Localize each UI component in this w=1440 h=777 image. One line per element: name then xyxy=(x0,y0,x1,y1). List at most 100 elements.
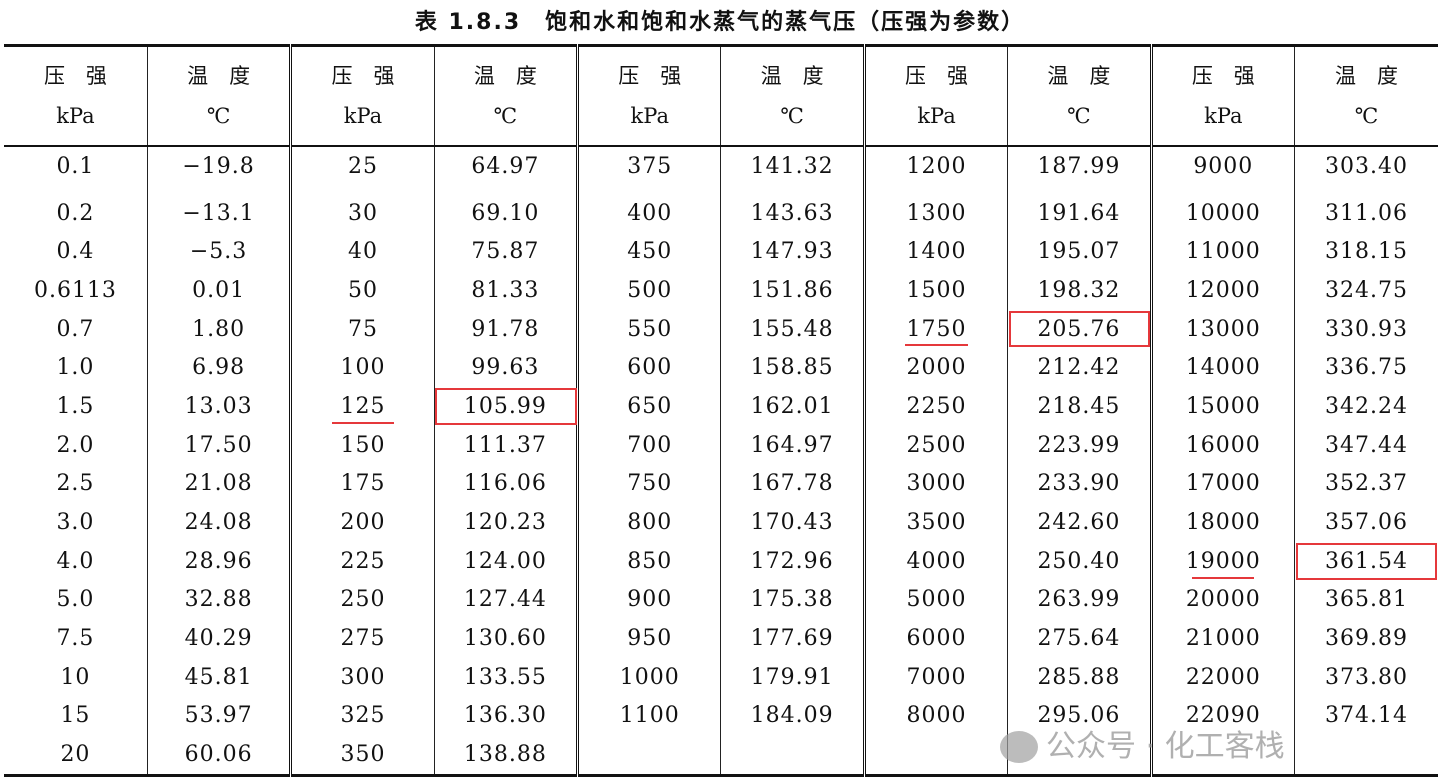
temperature-cell: 111.37 xyxy=(433,425,578,465)
watermark-text: 公众号 · 化工客栈 xyxy=(1046,729,1285,764)
pressure-cell: 350 xyxy=(289,735,435,776)
pressure-cell: 11000 xyxy=(1149,232,1295,272)
temperature-cell: 365.81 xyxy=(1294,580,1438,620)
pressure-cell: 5000 xyxy=(862,580,1008,620)
temperature-header: 温 度 ℃ xyxy=(146,45,291,147)
temperature-cell: 369.89 xyxy=(1294,619,1438,658)
temperature-cell: 347.44 xyxy=(1294,425,1438,465)
temperature-cell: 374.14 xyxy=(1294,696,1438,736)
pressure-cell: 1000 xyxy=(576,657,721,697)
pressure-cell: 2500 xyxy=(862,425,1008,465)
temperature-cell: 205.76 xyxy=(1007,309,1152,349)
temperature-cell: 130.60 xyxy=(433,619,578,658)
pressure-cell: 200 xyxy=(289,503,435,542)
pressure-cell: 700 xyxy=(576,425,721,465)
header-label: 压 强 xyxy=(618,64,682,88)
pressure-cell: 750 xyxy=(576,464,721,504)
pressure-cell xyxy=(1149,735,1295,776)
pressure-cell: 175 xyxy=(289,464,435,504)
pressure-cell: 0.4 xyxy=(56,239,95,265)
table-row: 15 53.97 325 136.30 1100 184.09 8000 295.06 2209… xyxy=(4,696,1438,736)
temperature-cell: 336.75 xyxy=(1294,348,1438,388)
temperature-cell: 105.99 xyxy=(433,387,578,426)
header-unit: ℃ xyxy=(493,104,518,128)
temperature-cell: 99.63 xyxy=(433,348,578,388)
temperature-cell: 138.88 xyxy=(433,735,578,776)
pressure-cell: 40 xyxy=(289,232,435,272)
header-row: 压 强 kPa 温 度 ℃ 压 强 kPa 温 度 ℃ 压 强 kPa 温 度 ℃ 压 强 kPa 温 度 ℃… xyxy=(4,45,1438,147)
temperature-cell: 28.96 xyxy=(146,541,291,581)
temperature-cell: −19.8 xyxy=(146,146,291,186)
header-unit: kPa xyxy=(630,104,669,128)
table-row: 0.2 −13.1 30 69.10 400 143.63 1300 191.64 10000 3… xyxy=(4,185,1438,233)
pressure-cell: 850 xyxy=(576,541,721,581)
temperature-cell: 147.93 xyxy=(720,232,865,272)
temperature-cell: 357.06 xyxy=(1294,503,1438,542)
header-unit: kPa xyxy=(56,104,95,128)
temperature-cell: 141.32 xyxy=(720,146,865,186)
temperature-cell: 0.01 xyxy=(146,271,291,310)
pressure-cell: 950 xyxy=(576,619,721,658)
temperature-cell: 45.81 xyxy=(146,657,291,697)
pressure-cell: 2.5 xyxy=(56,471,95,497)
table-row: 7.5 40.29 275 130.60 950 177.69 6000 275.64 2100… xyxy=(4,619,1438,658)
temperature-cell: 275.64 xyxy=(1007,619,1152,658)
table-row: 4.0 28.96 225 124.00 850 172.96 4000 250.40 1900… xyxy=(4,541,1438,581)
temperature-cell: 242.60 xyxy=(1007,503,1152,542)
pressure-cell: 650 xyxy=(576,387,721,426)
pressure-header: 压 强 kPa xyxy=(289,45,435,147)
table-row: 2.5 21.08 175 116.06 750 167.78 3000 233.90 1700… xyxy=(4,464,1438,504)
pressure-cell: 10 xyxy=(60,664,91,690)
temperature-cell: 116.06 xyxy=(433,464,578,504)
temperature-cell: 69.10 xyxy=(433,185,578,233)
temperature-cell: 361.54 xyxy=(1294,541,1438,581)
table-row: 1.5 13.03 125 105.99 650 162.01 2250 218.45 1500… xyxy=(4,387,1438,426)
pressure-cell: 30 xyxy=(289,185,435,233)
temperature-cell: 223.99 xyxy=(1007,425,1152,465)
temperature-cell: 198.32 xyxy=(1007,271,1152,310)
temperature-cell: 1.80 xyxy=(146,309,291,349)
pressure-cell: 0.2 xyxy=(56,200,95,226)
pressure-cell: 900 xyxy=(576,580,721,620)
temperature-cell: 250.40 xyxy=(1007,541,1152,581)
pressure-cell: 2250 xyxy=(862,387,1008,426)
temperature-cell: −13.1 xyxy=(146,185,291,233)
pressure-cell: 275 xyxy=(289,619,435,658)
pressure-cell: 3000 xyxy=(862,464,1008,504)
pressure-cell: 1200 xyxy=(862,146,1008,186)
temperature-cell: 195.07 xyxy=(1007,232,1152,272)
temperature-cell: 311.06 xyxy=(1294,185,1438,233)
pressure-cell: 450 xyxy=(576,232,721,272)
temperature-cell: 373.80 xyxy=(1294,657,1438,697)
temperature-cell: 24.08 xyxy=(146,503,291,542)
pressure-cell: 15 xyxy=(60,703,91,729)
watermark: 公众号 · 化工客栈 xyxy=(1000,729,1285,765)
temperature-cell: 75.87 xyxy=(433,232,578,272)
pressure-cell: 1750 xyxy=(862,309,1008,349)
temperature-cell: 158.85 xyxy=(720,348,865,388)
header-unit: ℃ xyxy=(206,104,231,128)
temperature-header: 温 度 ℃ xyxy=(720,45,865,147)
temperature-cell: 60.06 xyxy=(146,735,291,776)
temperature-cell: 179.91 xyxy=(720,657,865,697)
temperature-cell xyxy=(1294,735,1438,776)
pressure-cell: 50 xyxy=(289,271,435,310)
temperature-cell: 13.03 xyxy=(146,387,291,426)
temperature-cell: 53.97 xyxy=(146,696,291,736)
header-label: 温 度 xyxy=(1047,64,1111,88)
pressure-cell: 0.1 xyxy=(56,153,95,179)
pressure-cell: 21000 xyxy=(1149,619,1295,658)
header-label: 压 强 xyxy=(43,64,107,88)
temperature-header: 温 度 ℃ xyxy=(433,45,578,147)
pressure-cell: 12000 xyxy=(1149,271,1295,310)
pressure-cell: 800 xyxy=(576,503,721,542)
pressure-cell: 300 xyxy=(289,657,435,697)
temperature-cell: 187.99 xyxy=(1007,146,1152,186)
pressure-cell: 25 xyxy=(289,146,435,186)
pressure-cell: 550 xyxy=(576,309,721,349)
temperature-header: 温 度 ℃ xyxy=(1294,45,1438,147)
pressure-cell: 22000 xyxy=(1149,657,1295,697)
pressure-cell: 7000 xyxy=(862,657,1008,697)
pressure-cell: 20 xyxy=(60,742,91,768)
pressure-cell: 250 xyxy=(289,580,435,620)
